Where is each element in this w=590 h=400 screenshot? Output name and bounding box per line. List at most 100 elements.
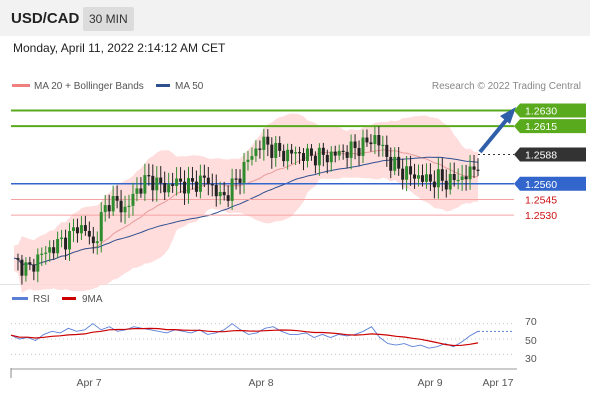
level-label-0: 1.2630 <box>525 105 557 117</box>
candle-body-89 <box>365 137 369 143</box>
candle-body-110 <box>448 173 452 190</box>
chart-header: USD/CAD 30 MIN <box>0 0 590 36</box>
x-label-apr17: Apr 17 <box>483 377 514 389</box>
bollinger-band-layer <box>13 113 479 293</box>
candle-body-51 <box>214 184 218 197</box>
level-label-5: 1.2530 <box>525 210 557 222</box>
candle-body-91 <box>373 135 377 145</box>
candle-body-53 <box>222 191 226 196</box>
x-label-apr7: Apr 7 <box>76 377 101 389</box>
candle-body-26 <box>115 196 119 201</box>
candle-body-27 <box>119 200 123 213</box>
candle-body-74 <box>305 148 309 161</box>
candle-body-45 <box>190 178 194 182</box>
candle-body-29 <box>127 205 131 208</box>
candle-body-75 <box>309 148 313 156</box>
candle-body-34 <box>147 175 151 177</box>
candle-body-42 <box>179 178 183 182</box>
candle-body-22 <box>99 212 103 242</box>
legend-ma50-swatch <box>156 84 170 87</box>
candle-body-71 <box>294 152 298 154</box>
candle-body-40 <box>171 184 175 186</box>
legend-ma50: MA 50 <box>175 81 204 92</box>
candle-body-87 <box>357 148 361 156</box>
symbol-title: USD/CAD <box>11 10 80 27</box>
candle-body-15 <box>71 227 75 232</box>
candle-body-76 <box>313 155 317 166</box>
candle-body-21 <box>95 241 99 244</box>
candle-body-52 <box>218 191 222 197</box>
candle-body-11 <box>56 239 60 254</box>
rsi-tick-50: 50 <box>525 335 537 347</box>
candle-body-113 <box>460 176 464 180</box>
candle-body-6 <box>36 254 40 272</box>
level-tag-3 <box>514 176 586 191</box>
candle-body-97 <box>397 156 401 169</box>
candle-body-30 <box>131 193 135 206</box>
candle-body-82 <box>337 150 341 156</box>
timeframe-button[interactable]: 30 MIN <box>83 7 134 31</box>
candle-body-19 <box>87 230 91 237</box>
candle-body-99 <box>405 166 409 180</box>
candle-body-32 <box>139 188 143 194</box>
candle-body-106 <box>432 181 436 188</box>
candle-body-23 <box>103 205 107 213</box>
level-labels: 1.2630 1.2615 1.2588 1.2560 1.2545 1.2530 <box>514 103 586 222</box>
candle-body-50 <box>210 184 214 186</box>
candle-body-57 <box>238 178 242 183</box>
chart-datetime: Monday, April 11, 2022 2:14:12 AM CET <box>13 41 226 55</box>
candle-body-62 <box>258 148 262 150</box>
candle-body-69 <box>286 149 290 162</box>
candle-body-93 <box>381 144 385 147</box>
candle-body-28 <box>123 206 127 213</box>
candle-body-73 <box>302 153 306 161</box>
candle-body-72 <box>298 152 302 154</box>
candle-body-8 <box>44 252 48 254</box>
candle-body-7 <box>40 253 44 255</box>
candle-body-61 <box>254 148 258 157</box>
level-label-1: 1.2615 <box>525 121 557 133</box>
candle-body-54 <box>226 195 230 201</box>
candle-body-111 <box>452 173 456 181</box>
candle-body-17 <box>79 225 83 234</box>
candle-body-49 <box>206 177 210 185</box>
candle-body-39 <box>167 184 171 193</box>
ma50-line <box>13 156 479 266</box>
legend-bollinger-swatch <box>12 84 30 87</box>
candle-body-88 <box>361 137 365 156</box>
candle-body-44 <box>186 178 190 194</box>
candle-body-84 <box>345 151 349 158</box>
candle-body-20 <box>91 236 95 244</box>
forecast-arrow <box>478 107 516 154</box>
candle-body-1 <box>16 258 20 260</box>
candle-body-65 <box>270 144 274 158</box>
level-tag-2 <box>514 147 586 162</box>
candle-body-105 <box>428 174 432 182</box>
candle-body-31 <box>135 188 139 194</box>
candle-body-116 <box>472 166 476 170</box>
candle-body-107 <box>436 169 440 188</box>
candle-body-78 <box>321 147 325 155</box>
candle-body-13 <box>64 237 68 250</box>
legend-bollinger: MA 20 + Bollinger Bands <box>34 81 144 92</box>
candle-body-112 <box>456 179 460 182</box>
candle-body-60 <box>250 156 254 160</box>
level-label-2: 1.2588 <box>525 149 557 161</box>
candle-body-80 <box>329 151 333 163</box>
candle-body-46 <box>194 181 198 192</box>
candle-body-63 <box>262 136 266 150</box>
candle-body-25 <box>111 196 115 212</box>
candle-body-41 <box>175 178 179 186</box>
candle-body-83 <box>341 150 345 152</box>
candle-body-24 <box>107 205 111 212</box>
candle-body-38 <box>163 183 167 193</box>
candle-body-96 <box>393 156 397 171</box>
credit-text: Research © 2022 Trading Central <box>432 81 581 92</box>
candle-body-58 <box>242 161 246 183</box>
candle-body-108 <box>440 169 444 181</box>
candle-body-33 <box>143 175 147 194</box>
rsi-tick-30: 30 <box>525 353 537 365</box>
candle-body-14 <box>68 231 72 250</box>
candle-body-37 <box>159 177 163 184</box>
